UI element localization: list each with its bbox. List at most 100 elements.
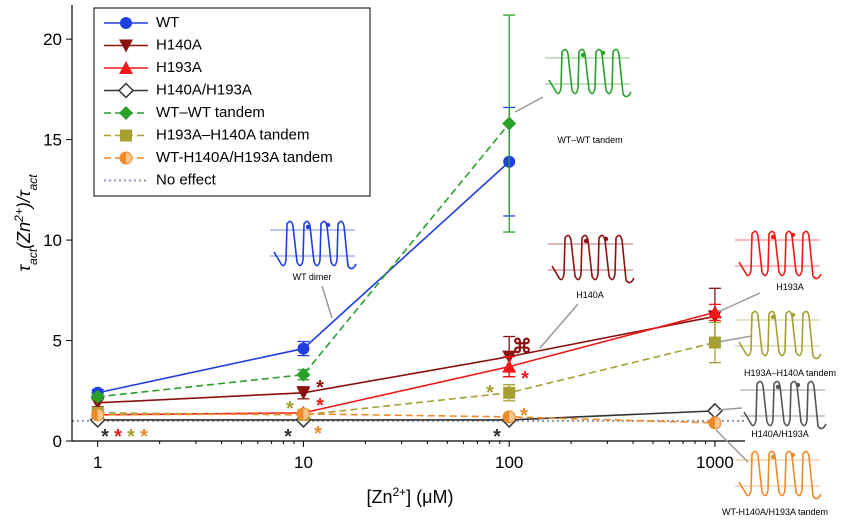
site bbox=[325, 222, 331, 228]
site bbox=[603, 236, 609, 242]
channel bbox=[273, 220, 357, 270]
legend-label: H193A–H140A tandem bbox=[156, 126, 309, 143]
legend-marker bbox=[120, 129, 132, 142]
site bbox=[790, 312, 796, 318]
legend-marker bbox=[119, 61, 133, 74]
data-point bbox=[707, 305, 722, 319]
y-axis-label-part: )/τ bbox=[14, 189, 34, 210]
legend-marker bbox=[119, 39, 133, 53]
x-axis-label: [Zn2+] (μM) bbox=[366, 485, 453, 507]
series-line bbox=[97, 123, 510, 398]
inset-leader bbox=[715, 429, 749, 463]
series-line bbox=[97, 413, 715, 424]
data-point bbox=[296, 367, 311, 382]
legend-label: H193A bbox=[156, 59, 202, 76]
legend-label: WT-H140A/H193A tandem bbox=[156, 149, 333, 166]
inset-leader bbox=[514, 96, 544, 113]
site bbox=[770, 454, 776, 460]
legend-label: H140A bbox=[156, 36, 202, 53]
site bbox=[580, 52, 586, 58]
inset-label: WT dimer bbox=[293, 272, 332, 282]
legend-label: No effect bbox=[156, 171, 217, 188]
data-point bbox=[296, 386, 311, 400]
marker-part bbox=[708, 416, 715, 429]
inset-cartoon bbox=[545, 48, 632, 98]
inset-leader bbox=[717, 407, 743, 411]
legend-marker bbox=[119, 151, 133, 165]
marker-part bbox=[297, 407, 304, 420]
significance-mark: * bbox=[127, 426, 135, 448]
significance-mark: * bbox=[286, 398, 294, 420]
significance-mark: * bbox=[316, 395, 324, 417]
x-tick-label: 10 bbox=[294, 453, 313, 472]
inset-leader bbox=[539, 303, 579, 349]
data-point bbox=[91, 408, 105, 422]
data-point bbox=[297, 342, 310, 355]
data-point bbox=[502, 116, 517, 131]
significance-mark: * bbox=[114, 426, 122, 448]
legend-label: WT bbox=[156, 14, 179, 31]
significance-mark: ⌘ bbox=[512, 336, 532, 358]
channel bbox=[738, 310, 822, 360]
significance-mark: * bbox=[316, 377, 324, 399]
y-axis-label-part: (Zn bbox=[14, 222, 34, 249]
legend-box bbox=[93, 7, 371, 197]
significance-mark: * bbox=[486, 382, 494, 404]
y-axis-label: τact(Zn2+)/τact bbox=[12, 174, 40, 272]
significance-mark: * bbox=[314, 423, 322, 445]
inset-cartoon bbox=[735, 230, 822, 280]
marker-part bbox=[120, 152, 126, 164]
significance-mark: * bbox=[101, 426, 109, 448]
y-axis-label-part: act bbox=[26, 248, 40, 265]
legend-marker bbox=[119, 106, 133, 120]
x-tick-label: 1000 bbox=[696, 453, 734, 472]
y-tick-label: 5 bbox=[53, 332, 62, 351]
series-line bbox=[97, 315, 716, 404]
site bbox=[583, 238, 589, 244]
x-axis-label-part: 2+ bbox=[392, 485, 406, 499]
legend-label: WT–WT tandem bbox=[156, 104, 265, 121]
data-point bbox=[708, 416, 722, 430]
data-point bbox=[502, 410, 516, 424]
inset-label: H193A–H140A tandem bbox=[744, 368, 836, 378]
inset-cartoon bbox=[548, 234, 635, 284]
inset-leader bbox=[717, 335, 753, 343]
inset-label: H140A bbox=[576, 290, 604, 300]
channel bbox=[551, 234, 635, 284]
x-axis-label-part: [Zn bbox=[366, 487, 392, 507]
y-axis-label-part: 2+ bbox=[12, 208, 26, 223]
significance-mark: * bbox=[493, 426, 501, 448]
inset-cartoon bbox=[740, 380, 827, 430]
series-line bbox=[97, 311, 716, 416]
x-tick-label: 1 bbox=[93, 453, 102, 472]
channel bbox=[548, 48, 632, 98]
significance-mark: * bbox=[521, 368, 529, 390]
marker-part bbox=[503, 410, 510, 423]
inset-cartoon bbox=[735, 450, 822, 500]
y-tick-label: 0 bbox=[53, 432, 62, 451]
y-axis-label-part: act bbox=[26, 174, 40, 191]
site bbox=[600, 50, 606, 56]
legend-label: H140A/H193A bbox=[156, 81, 252, 98]
data-point bbox=[503, 386, 516, 399]
x-tick-label: 100 bbox=[495, 453, 523, 472]
y-tick-label: 15 bbox=[43, 131, 62, 150]
data-point bbox=[502, 359, 517, 373]
site bbox=[305, 224, 311, 230]
channel bbox=[738, 450, 822, 500]
inset-cartoon bbox=[735, 310, 822, 360]
series-line bbox=[97, 341, 716, 416]
site bbox=[790, 232, 796, 238]
site bbox=[770, 234, 776, 240]
y-tick-label: 10 bbox=[43, 231, 62, 250]
site bbox=[795, 382, 801, 388]
data-point bbox=[706, 402, 723, 419]
data-point bbox=[296, 407, 310, 421]
significance-mark: * bbox=[520, 405, 528, 427]
data-point bbox=[708, 336, 721, 349]
x-axis-label-part: ] (μM) bbox=[406, 487, 453, 507]
inset-leader bbox=[321, 285, 333, 319]
y-tick-label: 20 bbox=[43, 30, 62, 49]
channel bbox=[738, 230, 822, 280]
